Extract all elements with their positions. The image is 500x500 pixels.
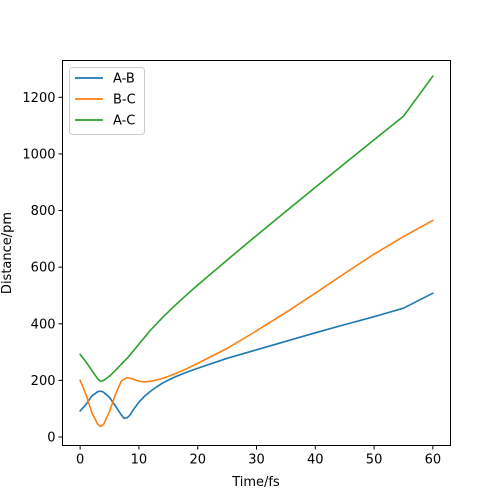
y-tick-label: 1200 [22, 91, 55, 106]
y-tick-label: 800 [31, 204, 56, 219]
x-tick-label: 40 [307, 453, 324, 468]
x-tick-label: 60 [425, 453, 442, 468]
series-line-a-b [79, 292, 434, 420]
x-tick-label: 30 [248, 453, 265, 468]
legend-label-a-b: A-B [113, 72, 135, 87]
series-lines [79, 75, 434, 428]
legend-label-a-c: A-C [113, 114, 135, 129]
y-tick-label: 1000 [22, 147, 55, 162]
y-tick-label: 0 [47, 431, 55, 446]
x-axis-label: Time/fs [231, 475, 280, 490]
series-line-b-c [79, 219, 434, 428]
legend-label-b-c: B-C [113, 93, 136, 108]
y-tick-label: 600 [31, 261, 56, 276]
y-axis-label: Distance/pm [0, 212, 15, 294]
x-tick-label: 0 [76, 453, 84, 468]
series-line-a-c [79, 75, 434, 383]
x-tick-label: 50 [366, 453, 383, 468]
x-tick-label: 20 [189, 453, 206, 468]
legend-box [69, 67, 145, 135]
y-tick-label: 200 [31, 374, 56, 389]
y-tick-label: 400 [31, 317, 56, 332]
x-tick-label: 10 [131, 453, 148, 468]
legend: A-B B-C A-C [69, 67, 145, 135]
